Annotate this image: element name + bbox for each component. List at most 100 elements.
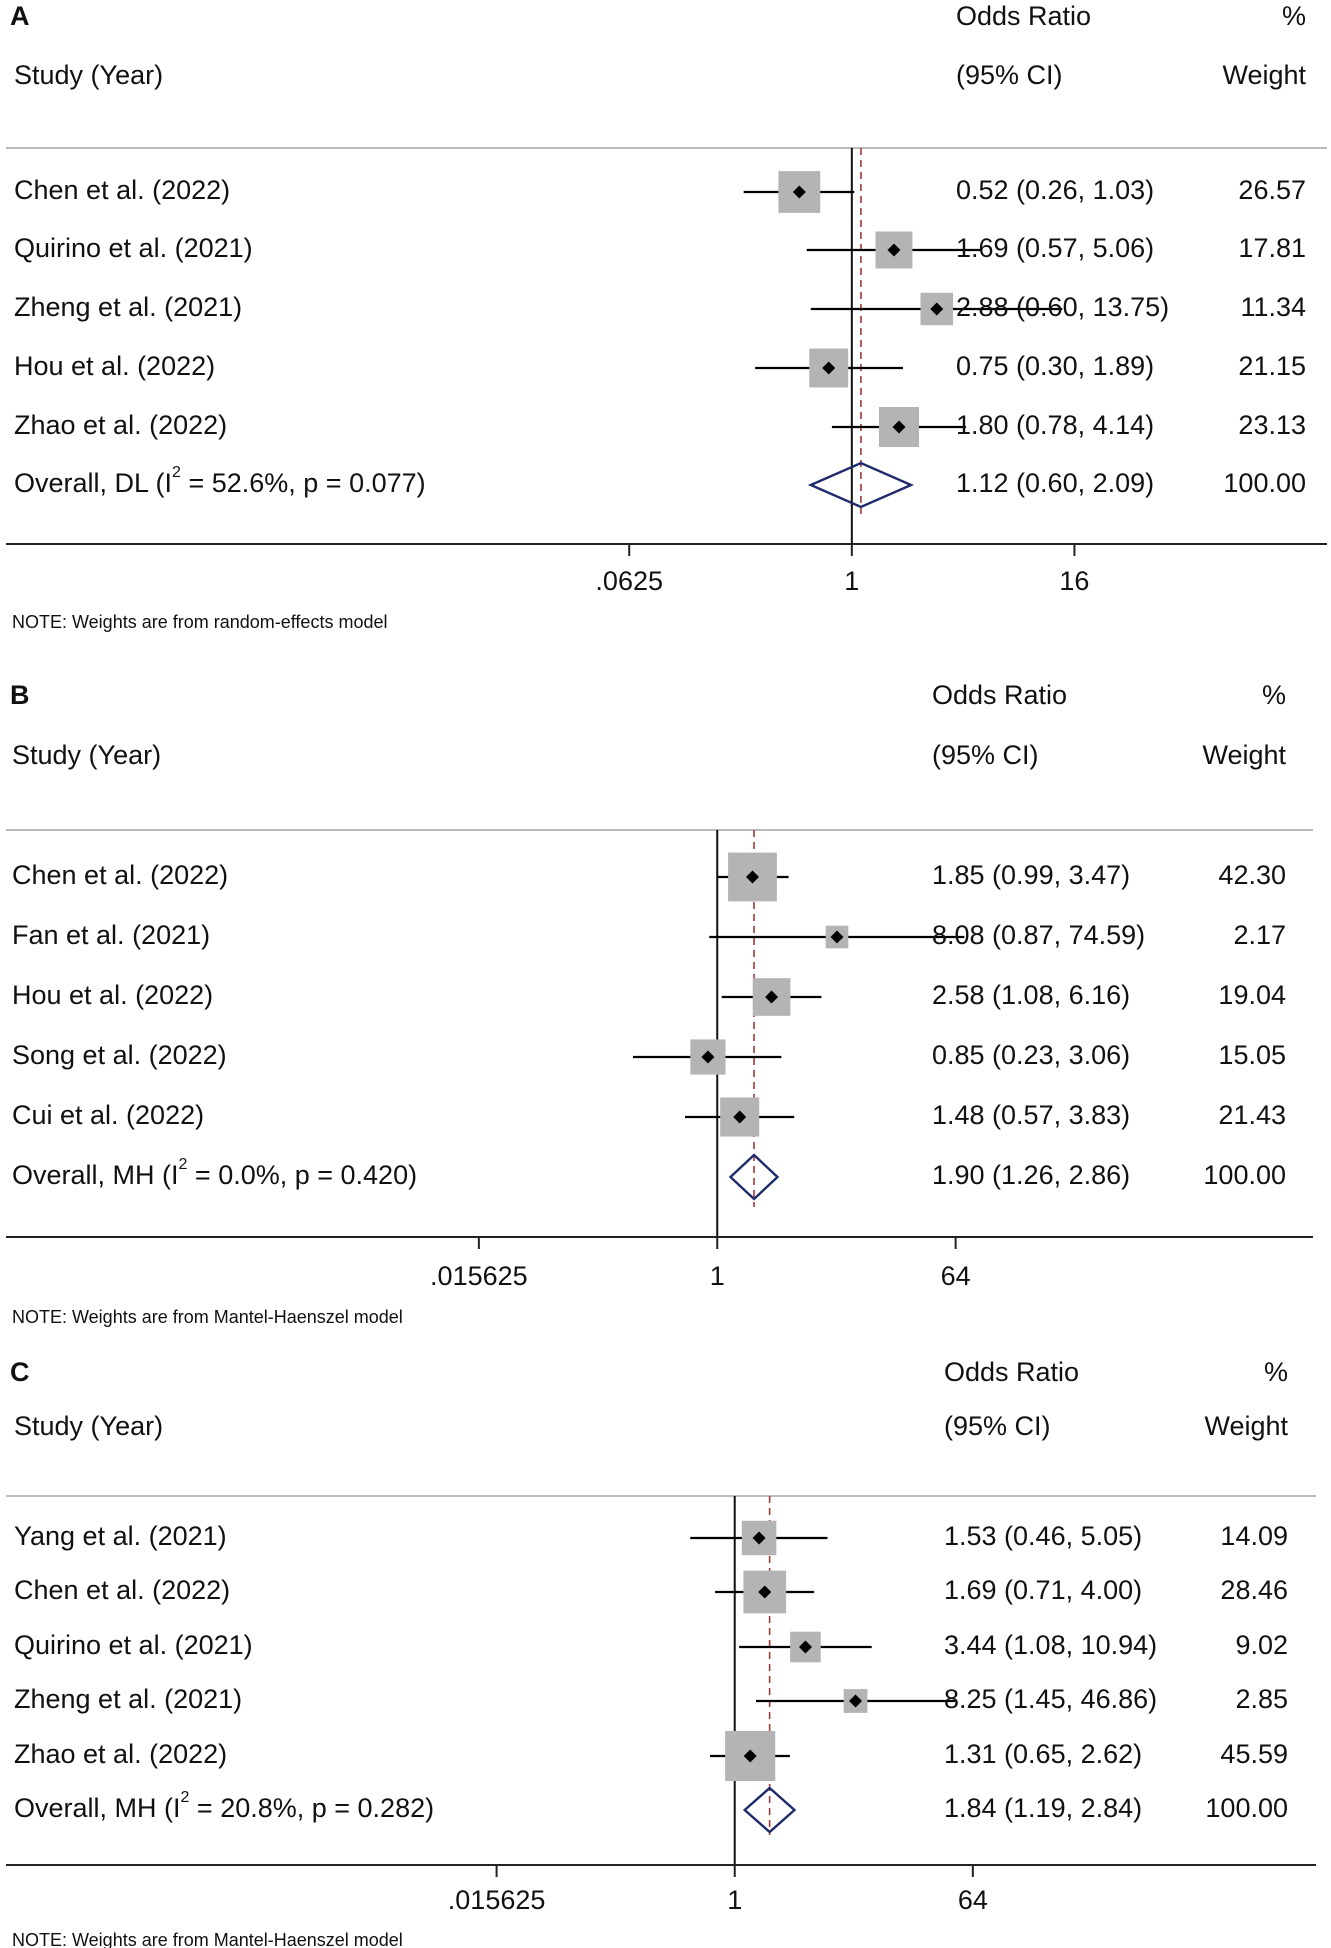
overall-diamond <box>742 1786 797 1834</box>
overall-label-superscript: 2 <box>181 1789 190 1806</box>
panel-label: A <box>10 1 30 31</box>
overall-label-superscript: 2 <box>172 464 181 481</box>
study-label: Zheng et al. (2021) <box>14 1684 242 1714</box>
forest-panel-a: A Study (Year) Odds Ratio (95% CI)% Weight Ch… <box>6 1 1327 632</box>
study-label: Hou et al. (2022) <box>12 980 213 1010</box>
x-tick-label: .0625 <box>595 566 663 596</box>
panel-label: C <box>10 1357 30 1387</box>
weights-note: NOTE: Weights are from Mantel-Haenszel m… <box>12 1930 403 1948</box>
study-or-ci: 1.53 (0.46, 5.05) <box>944 1521 1142 1551</box>
study-or-ci: 8.08 (0.87, 74.59) <box>932 920 1145 950</box>
overall-label-text: Overall, MH (I <box>14 1793 181 1823</box>
header-study-year: Study (Year) <box>14 1411 163 1441</box>
study-or-ci: 1.69 (0.71, 4.00) <box>944 1575 1142 1605</box>
study-or-ci: 8.25 (1.45, 46.86) <box>944 1684 1157 1714</box>
study-row: Yang et al. (2021) 1.53 (0.46, 5.05) 14.09 <box>14 1520 1288 1556</box>
overall-label-stats: = 52.6%, p = 0.077) <box>181 468 426 498</box>
overall-weight: 100.00 <box>1205 1793 1288 1823</box>
header-study-year: Study (Year) <box>14 60 163 90</box>
overall-row: Overall, MH (I2 = 20.8%, p = 0.282) 1.84 … <box>14 1786 1288 1834</box>
study-row: Hou et al. (2022) 0.75 (0.30, 1.89) 21.15 <box>14 348 1306 388</box>
study-or-ci: 1.69 (0.57, 5.06) <box>956 233 1154 263</box>
study-or-ci: 1.85 (0.99, 3.47) <box>932 860 1130 890</box>
study-row: Zhao et al. (2022) 1.31 (0.65, 2.62) 45.59 <box>14 1730 1288 1782</box>
overall-row: Overall, MH (I2 = 0.0%, p = 0.420) 1.90 (… <box>12 1153 1286 1201</box>
point-estimate-marker <box>798 1640 812 1654</box>
study-or-ci: 3.44 (1.08, 10.94) <box>944 1630 1157 1660</box>
x-tick-label: 64 <box>941 1261 971 1291</box>
study-or-ci: 2.88 (0.60, 13.75) <box>956 292 1169 322</box>
overall-weight: 100.00 <box>1203 1160 1286 1190</box>
point-estimate-marker <box>746 870 760 884</box>
overall-row: Overall, DL (I2 = 52.6%, p = 0.077) 1.12 … <box>14 461 1306 509</box>
header-weight: Weight <box>1202 740 1286 770</box>
overall-label: Overall, MH (I2 = 20.8%, p = 0.282) <box>14 1789 434 1823</box>
x-tick-label: 64 <box>958 1885 988 1915</box>
study-weight: 9.02 <box>1235 1630 1288 1660</box>
study-row: Zheng et al. (2021) 2.88 (0.60, 13.75) 11.… <box>14 292 1306 326</box>
header-weight: Weight <box>1204 1411 1288 1441</box>
study-weight: 23.13 <box>1238 410 1306 440</box>
study-weight: 21.15 <box>1238 351 1306 381</box>
study-weight: 45.59 <box>1220 1739 1288 1769</box>
study-row: Chen et al. (2022) 1.85 (0.99, 3.47) 42.30 <box>12 852 1286 902</box>
overall-label-text: Overall, DL (I <box>14 468 172 498</box>
weights-note: NOTE: Weights are from random-effects mo… <box>12 612 387 632</box>
overall-diamond <box>807 461 914 509</box>
overall-label-stats: = 0.0%, p = 0.420) <box>187 1160 417 1190</box>
point-estimate-marker <box>930 302 944 316</box>
study-row: Fan et al. (2021) 8.08 (0.87, 74.59) 2.17 <box>12 920 1286 950</box>
forest-panel-c: C Study (Year) Odds Ratio (95% CI)% Weight Ya… <box>6 1357 1316 1948</box>
point-estimate-marker <box>849 1694 863 1708</box>
header-95-ci: (95% CI) <box>956 60 1063 90</box>
study-weight: 11.34 <box>1240 292 1306 322</box>
study-row: Zhao et al. (2022) 1.80 (0.78, 4.14) 23.13 <box>14 406 1306 448</box>
overall-or-ci: 1.90 (1.26, 2.86) <box>932 1160 1130 1190</box>
study-weight: 19.04 <box>1218 980 1286 1010</box>
overall-or-ci: 1.12 (0.60, 2.09) <box>956 468 1154 498</box>
study-row: Hou et al. (2022) 2.58 (1.08, 6.16) 19.04 <box>12 978 1286 1016</box>
header-odds-ratio: Odds Ratio <box>944 1357 1079 1387</box>
x-tick-label: 1 <box>844 566 859 596</box>
study-label: Yang et al. (2021) <box>14 1521 227 1551</box>
point-estimate-marker <box>830 930 844 944</box>
point-estimate-marker <box>743 1749 757 1763</box>
study-weight: 42.30 <box>1218 860 1286 890</box>
point-estimate-marker <box>892 420 906 434</box>
header-odds-ratio: Odds Ratio <box>956 1 1091 31</box>
study-row: Song et al. (2022) 0.85 (0.23, 3.06) 15.05 <box>12 1039 1286 1075</box>
study-row: Quirino et al. (2021) 3.44 (1.08, 10.94) 9… <box>14 1630 1288 1663</box>
study-label: Fan et al. (2021) <box>12 920 210 950</box>
study-or-ci: 2.58 (1.08, 6.16) <box>932 980 1130 1010</box>
study-or-ci: 0.85 (0.23, 3.06) <box>932 1040 1130 1070</box>
study-weight: 2.17 <box>1233 920 1286 950</box>
overall-label-superscript: 2 <box>179 1156 188 1173</box>
header-percent: % <box>1262 680 1286 710</box>
point-estimate-marker <box>758 1585 772 1599</box>
study-weight: 28.46 <box>1220 1575 1288 1605</box>
x-tick-label: .015625 <box>430 1261 528 1291</box>
study-label: Zhao et al. (2022) <box>14 410 227 440</box>
point-estimate-marker <box>822 361 836 375</box>
study-or-ci: 0.52 (0.26, 1.03) <box>956 175 1154 205</box>
header-95-ci: (95% CI) <box>932 740 1039 770</box>
header-study-year: Study (Year) <box>12 740 161 770</box>
header-95-ci: (95% CI) <box>944 1411 1051 1441</box>
study-weight: 17.81 <box>1238 233 1306 263</box>
study-or-ci: 1.80 (0.78, 4.14) <box>956 410 1154 440</box>
overall-or-ci: 1.84 (1.19, 2.84) <box>944 1793 1142 1823</box>
overall-label: Overall, MH (I2 = 0.0%, p = 0.420) <box>12 1156 417 1190</box>
study-row: Quirino et al. (2021) 1.69 (0.57, 5.06) 17… <box>14 231 1306 269</box>
overall-label: Overall, DL (I2 = 52.6%, p = 0.077) <box>14 464 426 498</box>
study-row: Cui et al. (2022) 1.48 (0.57, 3.83) 21.43 <box>12 1097 1286 1137</box>
study-row: Chen et al. (2022) 0.52 (0.26, 1.03) 26.57 <box>14 171 1306 213</box>
header-weight: Weight <box>1222 60 1306 90</box>
point-estimate-marker <box>733 1110 747 1124</box>
x-tick-label: .015625 <box>448 1885 546 1915</box>
study-weight: 15.05 <box>1218 1040 1286 1070</box>
panel-label: B <box>10 680 30 710</box>
study-label: Chen et al. (2022) <box>14 175 230 205</box>
x-tick-label: 1 <box>710 1261 725 1291</box>
forest-panel-b: B Study (Year) Odds Ratio (95% CI)% Weight Ch… <box>6 680 1313 1327</box>
